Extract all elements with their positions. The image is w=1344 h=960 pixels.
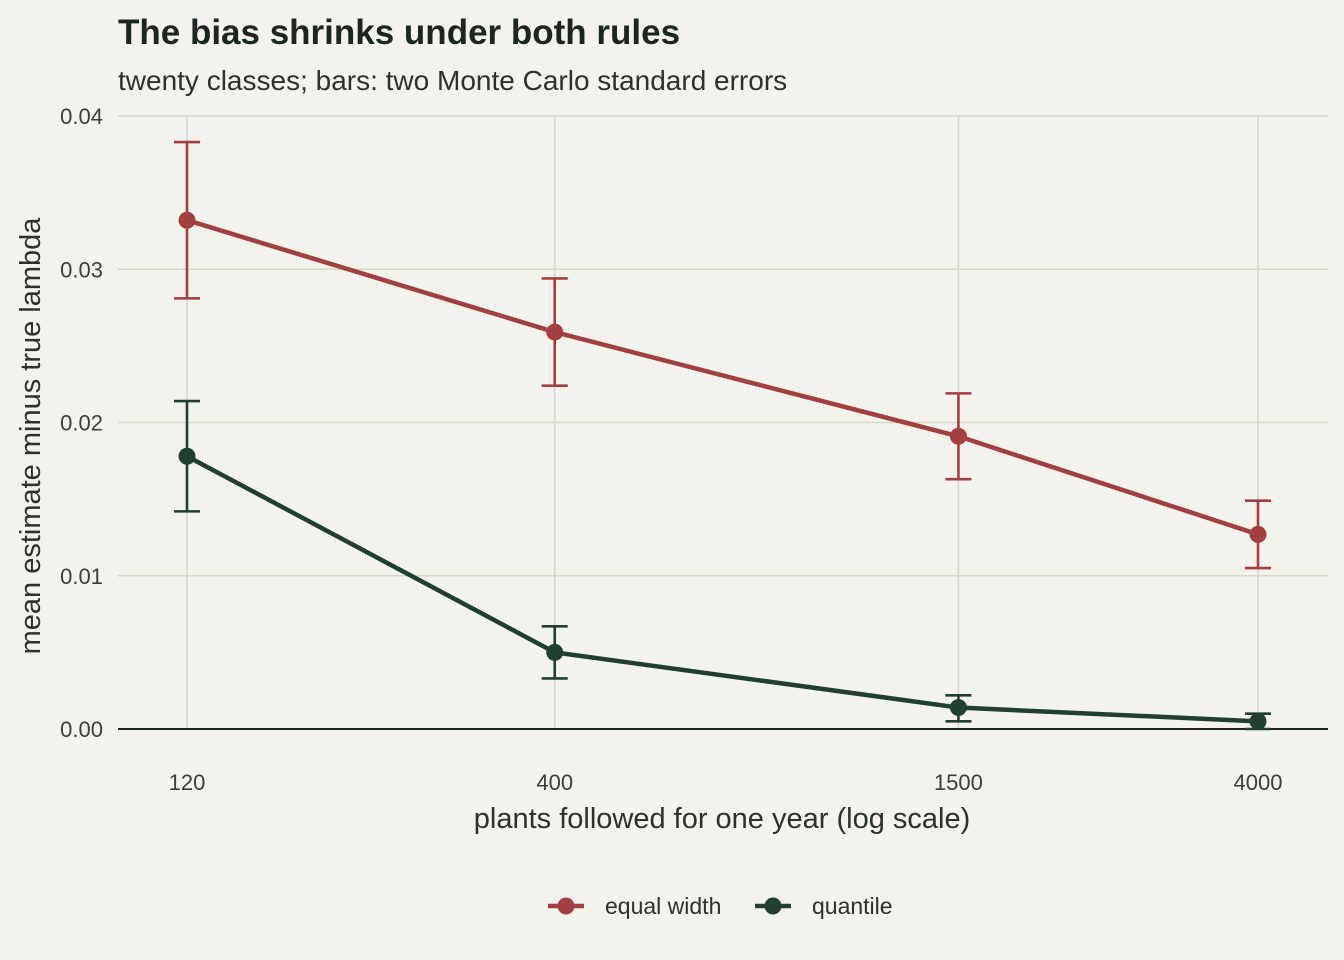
data-point — [1249, 712, 1267, 730]
legend-label: quantile — [812, 893, 893, 919]
data-point — [178, 447, 196, 465]
legend-item: quantile — [755, 893, 893, 919]
legend-key-point — [557, 897, 575, 915]
legend-key-point — [764, 897, 782, 915]
chart-subtitle: twenty classes; bars: two Monte Carlo st… — [118, 65, 787, 96]
x-axis-ticks: 120 400 1500 4000 — [169, 770, 1283, 795]
y-tick-label: 0.03 — [60, 257, 103, 282]
data-point — [949, 427, 967, 445]
y-tick-label: 0.01 — [60, 564, 103, 589]
legend-label: equal width — [605, 893, 721, 919]
x-axis-title: plants followed for one year (log scale) — [474, 803, 970, 835]
y-axis-ticks: 0.00 0.01 0.02 0.03 0.04 — [60, 104, 103, 742]
series-quantile — [174, 399, 1271, 731]
legend: equal width quantile — [548, 893, 893, 919]
series-line — [185, 454, 1259, 724]
data-point — [178, 211, 196, 229]
y-tick-label: 0.02 — [60, 411, 103, 436]
legend-item: equal width — [548, 893, 721, 919]
chart-title: The bias shrinks under both rules — [118, 13, 680, 52]
data-point — [546, 643, 564, 661]
x-tick-label: 1500 — [934, 770, 983, 795]
data-point — [546, 323, 564, 341]
y-tick-label: 0.00 — [60, 717, 103, 742]
y-tick-label: 0.04 — [60, 104, 103, 129]
x-tick-label: 4000 — [1234, 770, 1283, 795]
y-axis-title: mean estimate minus true lambda — [15, 217, 47, 655]
grid-lines — [118, 115, 1328, 730]
data-marks — [174, 140, 1271, 731]
data-point — [949, 699, 967, 717]
x-tick-label: 120 — [169, 770, 206, 795]
series-line — [186, 218, 1259, 537]
x-tick-label: 400 — [536, 770, 573, 795]
data-point — [1249, 525, 1267, 543]
series-equal-width — [174, 140, 1271, 570]
